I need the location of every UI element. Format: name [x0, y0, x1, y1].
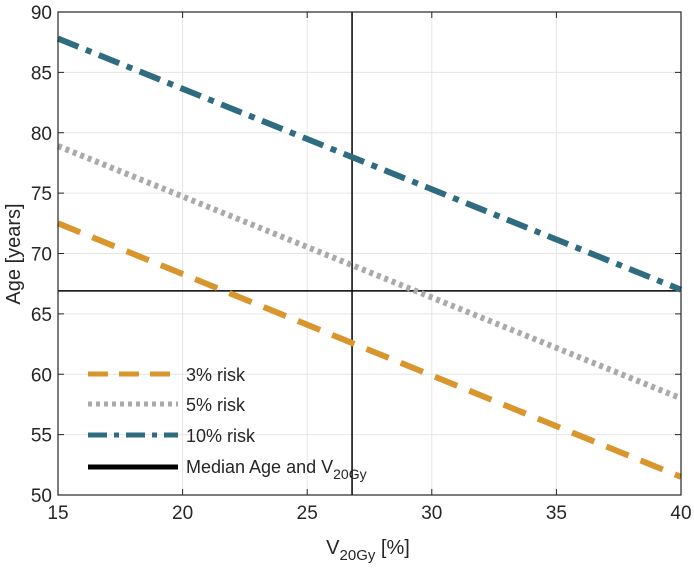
x-axis-label-main: V: [326, 537, 340, 559]
x-axis-label-suffix: [%]: [375, 537, 409, 559]
x-tick-label: 30: [421, 503, 442, 524]
y-tick-label: 70: [31, 245, 52, 266]
series-3pct-line: [56, 220, 683, 480]
x-tick-label: 40: [670, 503, 691, 524]
x-axis-label: V20Gy [%]: [326, 537, 410, 564]
series-10pct-line: [56, 35, 683, 293]
legend-label-median: Median Age and V20Gy: [186, 457, 367, 482]
axis-ticks: 15 20 25 30 35 40 50 55 60 65 70 75 80 85 90: [31, 3, 692, 524]
legend-label-3pct: 3% risk: [186, 365, 246, 385]
legend-label-median-subscript: 20Gy: [333, 466, 366, 482]
x-tick-label: 35: [546, 503, 567, 524]
series-lines: [56, 35, 683, 480]
legend-label-10pct: 10% risk: [186, 426, 256, 446]
y-tick-label: 50: [31, 486, 52, 507]
legend-label-median-main: Median Age and V: [186, 457, 333, 477]
y-tick-label: 85: [31, 63, 52, 84]
x-tick-label: 15: [47, 503, 68, 524]
x-axis-label-subscript: 20Gy: [340, 547, 376, 564]
y-tick-label: 55: [31, 426, 52, 447]
legend: 3% risk 5% risk 10% risk Median Age and …: [88, 365, 367, 482]
y-tick-label: 65: [31, 305, 52, 326]
y-tick-label: 80: [31, 124, 52, 145]
y-tick-label: 75: [31, 184, 52, 205]
y-tick-label: 90: [31, 3, 52, 24]
y-tick-label: 60: [31, 365, 52, 386]
x-tick-label: 25: [297, 503, 318, 524]
grid-lines: [57, 11, 682, 496]
legend-label-5pct: 5% risk: [186, 395, 246, 415]
median-lines: [58, 12, 681, 495]
x-tick-label: 20: [172, 503, 193, 524]
y-axis-label: Age [years]: [3, 203, 25, 304]
series-5pct-line: [56, 143, 683, 402]
